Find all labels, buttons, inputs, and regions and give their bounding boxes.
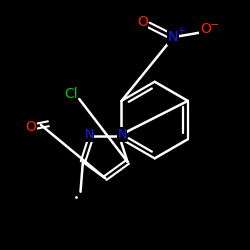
Text: −: − [210, 20, 219, 30]
Text: N: N [84, 128, 94, 141]
Text: N: N [168, 30, 178, 44]
Text: Cl: Cl [64, 87, 78, 101]
Text: O: O [26, 120, 36, 134]
Text: N: N [117, 128, 127, 141]
Text: O: O [137, 15, 148, 29]
Text: +: + [177, 26, 185, 36]
Text: O: O [200, 22, 211, 36]
